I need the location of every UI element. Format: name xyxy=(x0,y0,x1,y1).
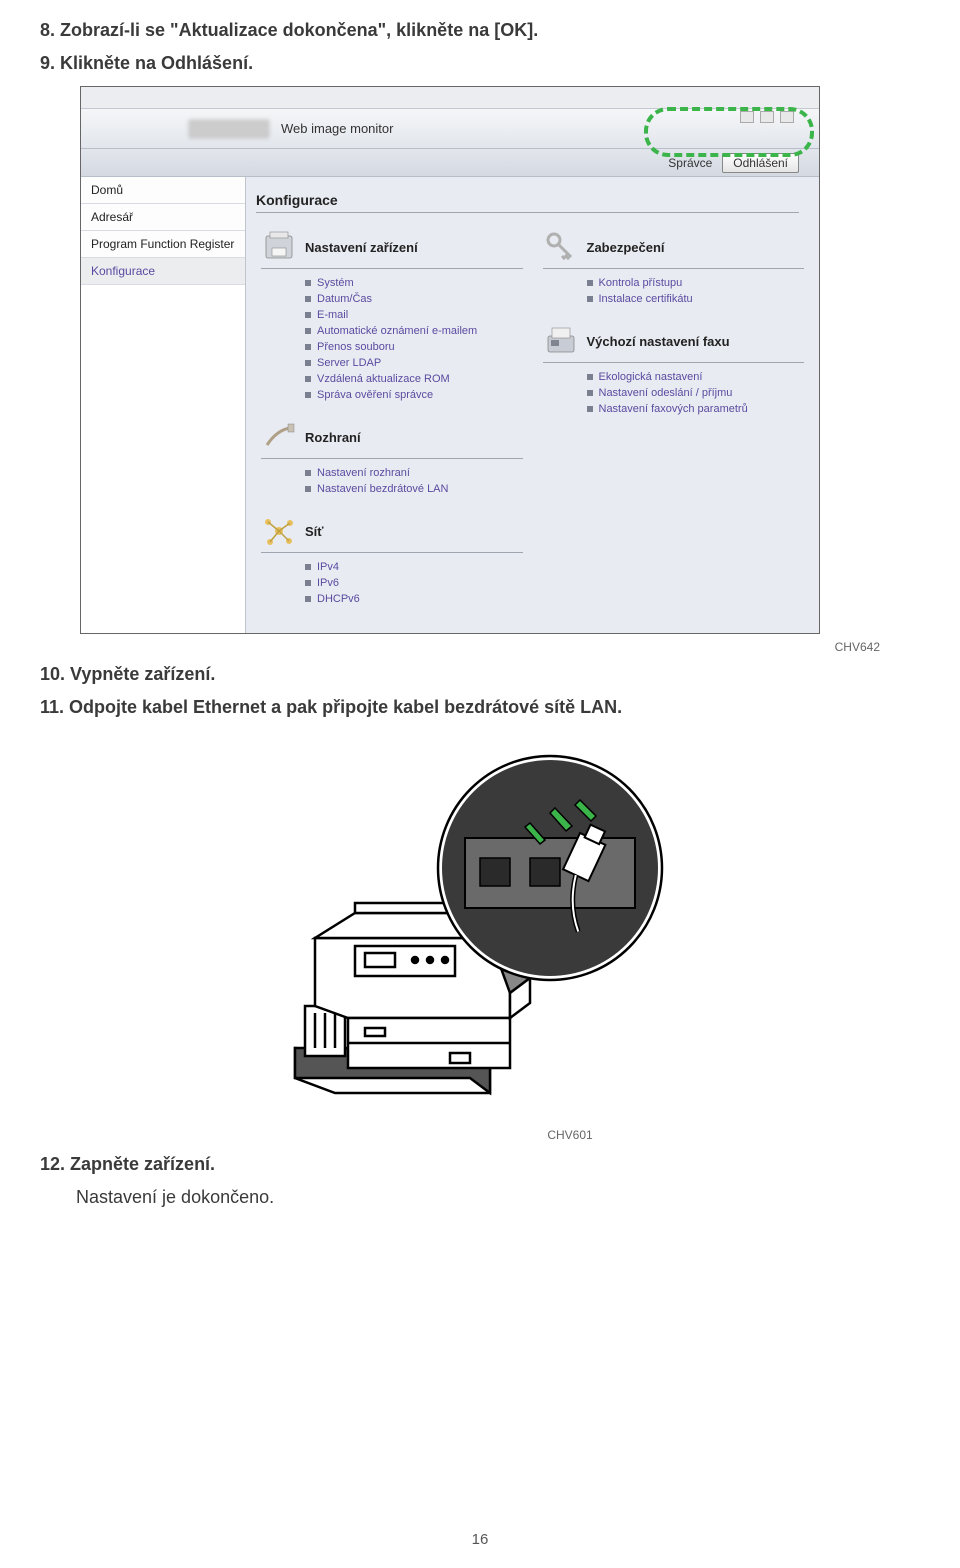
section-interface: Rozhraní Nastavení rozhraní Nastavení be… xyxy=(261,419,523,497)
cable-icon xyxy=(261,419,297,455)
link-label: Systém xyxy=(317,277,354,289)
logout-button[interactable]: Odhlášení xyxy=(722,153,799,173)
link-label: IPv6 xyxy=(317,577,339,589)
bullet-icon xyxy=(587,390,593,396)
section-title: Zabezpečení xyxy=(587,240,665,255)
link-item[interactable]: Datum/Čas xyxy=(305,291,523,307)
sidebar-item-address[interactable]: Adresář xyxy=(81,204,245,231)
section-device-settings: Nastavení zařízení Systém Datum/Čas E-ma… xyxy=(261,229,523,403)
link-label: Nastavení bezdrátové LAN xyxy=(317,483,448,495)
bullet-icon xyxy=(305,328,311,334)
link-label: Vzdálená aktualizace ROM xyxy=(317,373,450,385)
step-11-text: 11. Odpojte kabel Ethernet a pak připojt… xyxy=(40,697,622,717)
link-label: Datum/Čas xyxy=(317,293,372,305)
bullet-icon xyxy=(305,486,311,492)
link-item[interactable]: Systém xyxy=(305,275,523,291)
bullet-icon xyxy=(305,344,311,350)
monitor-title: Web image monitor xyxy=(281,121,393,136)
link-item[interactable]: Server LDAP xyxy=(305,355,523,371)
link-label: Instalace certifikátu xyxy=(599,293,693,305)
bullet-icon xyxy=(587,406,593,412)
dot-icon xyxy=(780,111,794,123)
bullet-icon xyxy=(587,296,593,302)
link-label: Nastavení rozhraní xyxy=(317,467,410,479)
link-item[interactable]: DHCPv6 xyxy=(305,591,523,607)
sidebar-item-program[interactable]: Program Function Register xyxy=(81,231,245,258)
dot-icon xyxy=(760,111,774,123)
link-item[interactable]: IPv4 xyxy=(305,559,523,575)
link-item[interactable]: Nastavení rozhraní xyxy=(305,465,523,481)
bullet-icon xyxy=(305,392,311,398)
bullet-icon xyxy=(587,280,593,286)
bullet-icon xyxy=(305,312,311,318)
bullet-icon xyxy=(305,580,311,586)
sidebar: Domů Adresář Program Function Register K… xyxy=(81,177,246,633)
screenshot-panel: Web image monitor Správce Odhlášení Domů… xyxy=(80,86,820,634)
admin-label: Správce xyxy=(668,156,712,170)
section-fax: Výchozí nastavení faxu Ekologická nastav… xyxy=(543,323,805,417)
link-label: Kontrola přístupu xyxy=(599,277,683,289)
link-label: E-mail xyxy=(317,309,348,321)
link-label: Ekologická nastavení xyxy=(599,371,703,383)
section-title: Rozhraní xyxy=(305,430,361,445)
step-12-subtext: Nastavení je dokončeno. xyxy=(76,1187,920,1208)
bullet-icon xyxy=(305,280,311,286)
bullet-icon xyxy=(305,376,311,382)
blurred-top-bar xyxy=(81,87,819,109)
page-number: 16 xyxy=(472,1531,489,1548)
bullet-icon xyxy=(305,596,311,602)
link-item[interactable]: Přenos souboru xyxy=(305,339,523,355)
link-label: Automatické oznámení e-mailem xyxy=(317,325,477,337)
link-label: Nastavení odeslání / příjmu xyxy=(599,387,733,399)
link-label: Nastavení faxových parametrů xyxy=(599,403,748,415)
link-item[interactable]: Nastavení bezdrátové LAN xyxy=(305,481,523,497)
dot-icon xyxy=(740,111,754,123)
bullet-icon xyxy=(305,470,311,476)
section-security: Zabezpečení Kontrola přístupu Instalace … xyxy=(543,229,805,307)
link-item[interactable]: Vzdálená aktualizace ROM xyxy=(305,371,523,387)
link-item[interactable]: Kontrola přístupu xyxy=(587,275,805,291)
step-12-text: 12. Zapněte zařízení. xyxy=(40,1154,215,1174)
step-8-text: 8. Zobrazí-li se "Aktualizace dokončena"… xyxy=(40,20,538,40)
link-label: Správa ověření správce xyxy=(317,389,433,401)
bullet-icon xyxy=(305,296,311,302)
sidebar-item-config[interactable]: Konfigurace xyxy=(81,258,245,285)
section-network: Síť IPv4 IPv6 DHCPv6 xyxy=(261,513,523,607)
key-icon xyxy=(543,229,579,265)
link-item[interactable]: Správa ověření správce xyxy=(305,387,523,403)
link-label: Přenos souboru xyxy=(317,341,395,353)
step-9-text: 9. Klikněte na Odhlášení. xyxy=(40,53,253,73)
link-item[interactable]: IPv6 xyxy=(305,575,523,591)
section-title: Nastavení zařízení xyxy=(305,240,418,255)
link-item[interactable]: Automatické oznámení e-mailem xyxy=(305,323,523,339)
link-label: Server LDAP xyxy=(317,357,381,369)
code-chv601: CHV601 xyxy=(40,1128,920,1142)
link-label: IPv4 xyxy=(317,561,339,573)
link-item[interactable]: Nastavení odeslání / příjmu xyxy=(587,385,805,401)
window-control-dots xyxy=(740,111,794,123)
link-label: DHCPv6 xyxy=(317,593,360,605)
main-content: Konfigurace xyxy=(246,177,819,633)
fax-icon xyxy=(543,323,579,359)
printer-illustration xyxy=(270,738,690,1118)
page-title: Konfigurace xyxy=(256,192,799,213)
bullet-icon xyxy=(305,564,311,570)
network-icon xyxy=(261,513,297,549)
header-row: Web image monitor xyxy=(81,109,819,149)
section-title: Výchozí nastavení faxu xyxy=(587,334,730,349)
link-item[interactable]: Instalace certifikátu xyxy=(587,291,805,307)
blurred-logo xyxy=(189,120,269,138)
bullet-icon xyxy=(305,360,311,366)
bullet-icon xyxy=(587,374,593,380)
step-10-text: 10. Vypněte zařízení. xyxy=(40,664,215,684)
link-item[interactable]: Ekologická nastavení xyxy=(587,369,805,385)
printer-icon xyxy=(261,229,297,265)
sidebar-item-home[interactable]: Domů xyxy=(81,177,245,204)
code-chv642: CHV642 xyxy=(40,640,880,654)
link-item[interactable]: E-mail xyxy=(305,307,523,323)
section-title: Síť xyxy=(305,524,324,539)
link-item[interactable]: Nastavení faxových parametrů xyxy=(587,401,805,417)
